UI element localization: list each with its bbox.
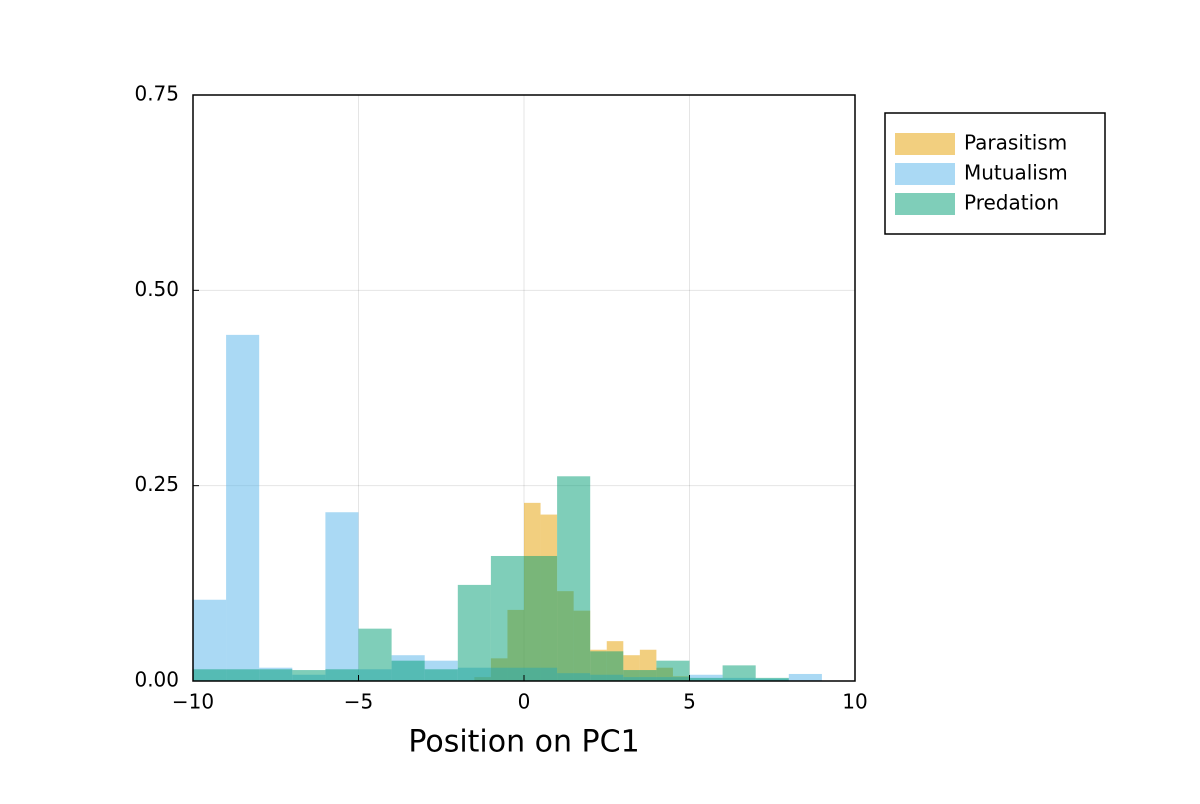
y-tick-label: 0.75 [134,82,179,106]
bar [755,677,789,681]
ticks: −10 −5 0 5 10 0.00 0.25 0.50 0.75 [134,82,867,714]
bar [623,670,657,681]
y-tick-label: 0.50 [134,277,179,301]
bar [457,584,491,681]
bar [689,677,723,681]
bar [424,669,458,681]
legend-swatch [895,133,955,155]
y-tick-label: 0.00 [134,668,179,692]
bar [788,673,822,681]
bar [325,669,359,681]
bars [193,334,822,681]
bar [391,660,425,681]
bar [490,555,524,681]
bar [590,651,624,681]
bar [226,669,260,681]
legend: Parasitism Mutualism Predation [895,131,1068,215]
y-tick-label: 0.25 [134,472,179,496]
x-axis-label: Position on PC1 [408,725,639,760]
x-tick-label: −10 [172,690,214,714]
bar [358,628,392,681]
x-tick-label: 5 [683,690,696,714]
x-tick-label: −5 [344,690,373,714]
legend-swatch [895,163,955,185]
legend-label: Predation [964,191,1059,215]
bar [524,555,558,681]
bar [722,665,756,681]
bar [689,674,723,681]
bar [557,476,591,681]
legend-label: Parasitism [964,131,1067,155]
x-tick-label: 0 [518,690,531,714]
bar [193,599,227,681]
bar [259,669,293,681]
bar [656,660,690,681]
bar [226,334,260,681]
legend-label: Mutualism [964,161,1068,185]
bar [193,669,227,681]
x-tick-label: 10 [842,690,867,714]
legend-swatch [895,193,955,215]
bar [292,670,326,681]
bar [325,512,359,681]
